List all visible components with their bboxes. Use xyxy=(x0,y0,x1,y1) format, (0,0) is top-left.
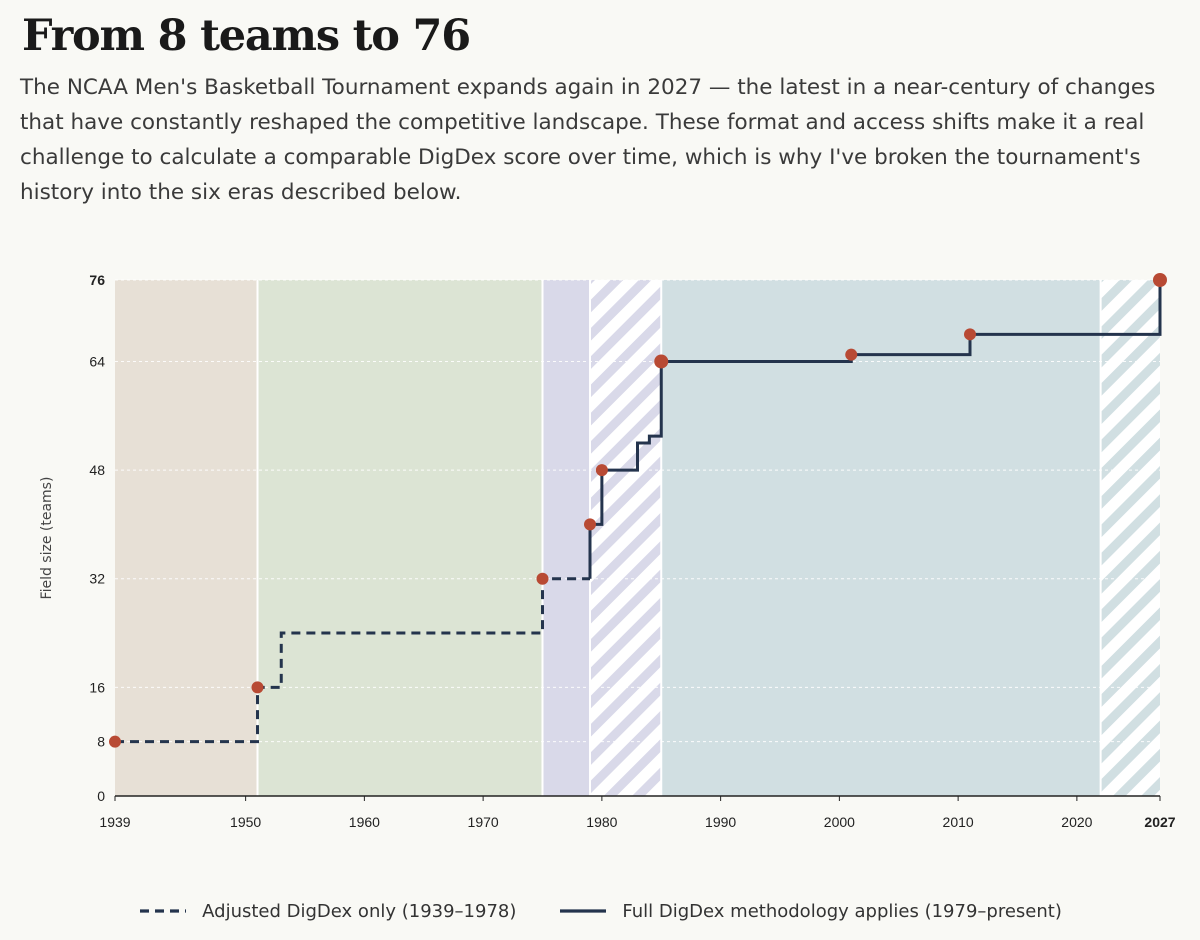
legend: Adjusted DigDex only (1939–1978) Full Di… xyxy=(0,896,1200,926)
field-size-chart: 0 8 16 32 48 64 76 Field size (teams) 1939 1950 19… xyxy=(39,272,1176,830)
x-tick-label: 1939 xyxy=(99,814,130,830)
legend-label-adjusted: Adjusted DigDex only (1939–1978) xyxy=(202,900,517,922)
data-point-marker xyxy=(109,735,121,748)
chart-subtitle: The NCAA Men's Basketball Tournament exp… xyxy=(20,75,1156,205)
data-point-marker xyxy=(584,518,596,531)
legend-item-adjusted: Adjusted DigDex only (1939–1978) xyxy=(138,901,516,922)
era-band-5 xyxy=(661,280,1101,796)
x-tick-label: 1990 xyxy=(705,814,736,830)
data-point-marker xyxy=(251,681,264,694)
era-band-2 xyxy=(257,280,543,796)
era-band-4 xyxy=(590,280,662,796)
axes: 0 8 16 32 48 64 76 Field size (teams) 1939 1950 19… xyxy=(39,272,1176,830)
legend-item-full: Full DigDex methodology applies (1979–pr… xyxy=(558,900,1062,922)
x-tick-label: 1980 xyxy=(586,814,617,830)
era-bands xyxy=(115,280,1160,796)
x-tick-label: 1950 xyxy=(230,814,261,830)
data-point-marker xyxy=(595,464,608,477)
data-point-marker xyxy=(654,354,669,369)
y-tick-label: 64 xyxy=(89,353,105,369)
era-band-3 xyxy=(542,280,590,796)
x-tick-label: 1970 xyxy=(468,814,499,830)
y-tick-label: 48 xyxy=(89,462,105,478)
y-tick-label: 0 xyxy=(97,788,105,804)
series-adjusted-digdex xyxy=(115,577,590,744)
era-band-1 xyxy=(115,280,258,796)
y-tick-label: 16 xyxy=(89,679,105,695)
era-band-6 xyxy=(1100,280,1160,796)
x-tick-label: 2020 xyxy=(1061,814,1092,830)
data-point-marker xyxy=(845,348,858,361)
dashed-line-icon xyxy=(140,909,187,913)
legend-label-full: Full DigDex methodology applies (1979–pr… xyxy=(622,900,1062,922)
y-tick-label: 32 xyxy=(89,571,105,587)
data-point-marker xyxy=(1153,273,1167,287)
chart-title: From 8 teams to 76 xyxy=(22,11,471,61)
y-axis-title: Field size (teams) xyxy=(39,477,55,600)
markers xyxy=(109,273,1167,748)
x-tick-label: 1960 xyxy=(349,814,380,830)
series-lines xyxy=(115,280,1162,744)
data-point-marker xyxy=(964,328,976,341)
y-tick-label: 8 xyxy=(97,734,105,750)
x-tick-label: 2027 xyxy=(1144,814,1175,830)
solid-line-icon xyxy=(560,909,607,913)
data-point-marker xyxy=(536,572,549,585)
series-full-digdex xyxy=(588,280,1162,579)
y-tick-label: 76 xyxy=(89,272,105,288)
x-tick-label: 2000 xyxy=(824,814,855,830)
x-tick-label: 2010 xyxy=(943,814,974,830)
